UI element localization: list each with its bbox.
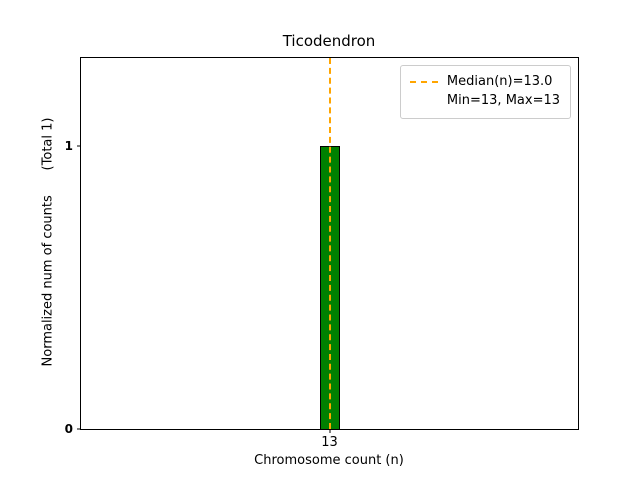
- legend-label-median: Median(n)=13.0: [446, 74, 553, 89]
- legend: Median(n)=13.0 Min=13, Max=13: [399, 65, 571, 119]
- y-tick-label-1: 1: [64, 138, 73, 153]
- median-line: [328, 58, 331, 429]
- chart-title: Ticodendron: [282, 32, 376, 50]
- legend-entry-median: Median(n)=13.0: [409, 73, 560, 92]
- plot-area: Median(n)=13.0 Min=13, Max=13 0 1 13: [65, 57, 579, 450]
- y-tick-label-0: 0: [64, 422, 73, 436]
- legend-label-minmax: Min=13, Max=13: [446, 92, 560, 108]
- x-tick-mark-13: [329, 429, 330, 433]
- x-tick-label-13: 13: [321, 435, 338, 450]
- x-axis-label: Chromosome count (n): [254, 453, 404, 468]
- y-tick-mark-0: [77, 428, 81, 430]
- y-axis-label: Normalized num of counts (Total 1): [40, 117, 56, 367]
- dashed-line-sample-icon: [409, 81, 438, 84]
- y-tick-mark-1: [77, 145, 81, 147]
- legend-entry-minmax: Min=13, Max=13: [447, 92, 560, 111]
